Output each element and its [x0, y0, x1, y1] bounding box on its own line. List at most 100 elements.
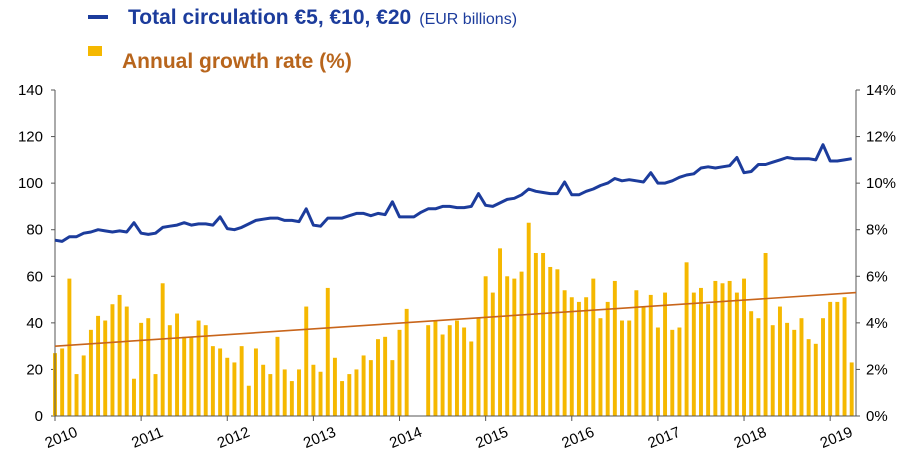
bar [584, 297, 589, 416]
x-tick-label: 2011 [129, 424, 165, 452]
bar [770, 325, 775, 416]
bar [713, 280, 718, 416]
bar [347, 374, 352, 416]
bar [562, 290, 567, 416]
bar [526, 222, 531, 416]
bar [569, 297, 574, 416]
bar [132, 378, 136, 416]
bar [433, 320, 438, 416]
x-tick-label: 2018 [732, 424, 769, 452]
x-tick-label: 2014 [387, 424, 424, 452]
bar [634, 290, 639, 416]
y-tick-label: 140 [18, 82, 43, 99]
y2-tick-label: 12% [866, 129, 896, 146]
bar [376, 339, 380, 416]
bar [246, 385, 251, 416]
bar [684, 262, 689, 416]
bar [383, 336, 388, 416]
bar [742, 278, 746, 416]
bar [763, 253, 768, 416]
bar [117, 294, 122, 416]
bar [699, 287, 703, 416]
bar [297, 369, 301, 416]
bar [806, 339, 811, 416]
bar [196, 320, 201, 416]
bar [261, 364, 266, 416]
bar [655, 327, 660, 416]
bar [799, 318, 804, 416]
bar [160, 283, 165, 416]
bar [756, 318, 761, 416]
bar [519, 271, 524, 416]
bar [777, 306, 782, 416]
bar [505, 276, 510, 416]
bar [325, 287, 330, 416]
bar [397, 329, 402, 416]
bar [332, 357, 337, 416]
bar [354, 369, 359, 416]
bar [842, 297, 847, 416]
y-tick-label: 0 [35, 408, 43, 425]
bar [670, 329, 675, 416]
y-tick-label: 80 [26, 222, 43, 239]
bar [483, 276, 488, 416]
bar [734, 292, 739, 416]
bar [153, 374, 158, 416]
trendline [54, 291, 857, 347]
bar [203, 325, 208, 416]
bar [498, 248, 502, 416]
bar [835, 301, 840, 416]
bar [304, 306, 309, 416]
x-tick-label: 2010 [43, 424, 80, 452]
bar [447, 325, 452, 416]
bar [218, 348, 223, 416]
bar [81, 355, 86, 416]
bar [785, 322, 790, 416]
bar [813, 343, 818, 416]
bar [311, 364, 316, 416]
bar [390, 360, 395, 416]
y-tick-label: 60 [26, 268, 43, 285]
bar [541, 253, 546, 416]
bar [469, 341, 474, 416]
y2-tick-label: 2% [866, 361, 888, 378]
y2-tick-label: 8% [866, 222, 888, 239]
x-tick-label: 2013 [301, 424, 338, 452]
bar [103, 320, 108, 416]
y2-tick-label: 4% [866, 315, 888, 332]
bar [555, 269, 560, 416]
legend-bar-swatch [88, 46, 102, 56]
bar [576, 301, 581, 416]
legend-line-swatch [88, 15, 108, 19]
bar [476, 318, 481, 416]
bar [677, 327, 682, 416]
bar [462, 327, 467, 416]
bar [792, 329, 797, 416]
legend-label: Total circulation €5, €10, €20 [128, 6, 411, 29]
bar [253, 348, 258, 416]
line [54, 143, 852, 243]
x-tick-label: 2015 [473, 424, 510, 452]
y-tick-label: 40 [26, 315, 43, 332]
bar [598, 318, 603, 416]
bar [749, 311, 754, 416]
bar [727, 280, 732, 416]
bar [828, 301, 833, 416]
unit-note: (EUR billions) [419, 11, 517, 28]
bar [67, 278, 72, 416]
x-tick-label: 2017 [646, 424, 683, 452]
bar [268, 374, 273, 416]
x-tick-label: 2019 [818, 424, 855, 452]
bar [821, 318, 825, 416]
bar [167, 325, 172, 416]
y2-tick-label: 0% [866, 408, 888, 425]
x-tick-label: 2016 [559, 424, 596, 452]
bar [404, 308, 409, 416]
legend-label: Annual growth rate (%) [122, 50, 352, 73]
bar [454, 320, 459, 416]
bar [691, 292, 696, 416]
y2-tick-label: 6% [866, 268, 888, 285]
bar [282, 369, 287, 416]
bar [368, 360, 373, 416]
bar [533, 253, 538, 416]
